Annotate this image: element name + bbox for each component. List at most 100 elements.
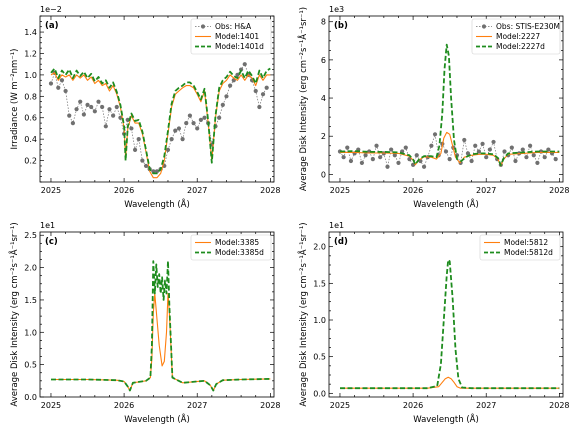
data-point	[107, 107, 112, 112]
x-axis-label: Wavelength (Å)	[124, 198, 190, 210]
axes-frame	[328, 15, 564, 183]
legend-entry: Model:3385	[215, 238, 259, 247]
data-point	[389, 147, 394, 152]
data-point	[198, 117, 203, 122]
y-tick-label: 0.0	[313, 389, 326, 398]
data-point	[484, 155, 489, 160]
data-point	[224, 94, 229, 99]
data-point	[136, 137, 141, 142]
data-point	[509, 145, 514, 150]
data-point	[169, 137, 174, 142]
panel-label: (c)	[45, 237, 58, 247]
data-point	[132, 147, 138, 152]
y-tick-label: 0	[321, 170, 326, 179]
data-point	[59, 78, 65, 83]
data-point	[63, 88, 68, 94]
legend-entry: Model:5812d	[504, 248, 553, 257]
data-point	[235, 72, 240, 78]
data-point	[502, 149, 507, 154]
x-tick-label: 2028	[260, 401, 280, 410]
data-point	[48, 81, 54, 86]
legend-marker	[200, 24, 206, 29]
data-point	[228, 83, 233, 88]
x-tick-label: 2025	[330, 186, 350, 195]
plot-area	[48, 62, 271, 179]
data-point	[70, 120, 76, 126]
y-axis-label: Irradiance (W m⁻²nm⁻¹)	[10, 49, 20, 150]
axes-frame	[328, 231, 564, 398]
series-line-model-d	[340, 258, 560, 390]
axes-frame	[39, 15, 275, 183]
data-point	[184, 120, 189, 126]
x-tick-label: 2027	[476, 401, 496, 410]
legend-entry: Model:2227d	[496, 42, 545, 51]
data-point	[348, 158, 354, 164]
data-point	[129, 126, 134, 131]
x-tick-label: 2028	[549, 401, 569, 410]
data-point	[85, 102, 90, 107]
x-tick-label: 2027	[187, 186, 207, 195]
data-point	[403, 145, 408, 150]
y-tick-label: 2.0	[24, 264, 37, 273]
data-point	[385, 164, 390, 169]
data-point	[78, 99, 83, 104]
data-point	[257, 104, 262, 110]
series-line-model	[51, 292, 271, 392]
data-point	[125, 117, 130, 122]
y-exponent-label: 1e1	[40, 221, 55, 230]
y-exponent-label: 1e−2	[40, 5, 62, 14]
data-point	[447, 157, 452, 162]
data-point	[191, 120, 196, 126]
data-point	[374, 143, 379, 148]
data-point	[443, 149, 449, 154]
data-point	[531, 153, 536, 158]
legend-entry: Model:2227	[496, 32, 540, 41]
data-point	[103, 124, 108, 129]
data-point	[341, 155, 346, 160]
data-point	[513, 158, 518, 164]
data-point	[487, 147, 492, 152]
data-point	[359, 160, 365, 166]
data-point	[180, 137, 185, 142]
x-tick-label: 2027	[187, 401, 207, 410]
data-point	[535, 160, 540, 166]
series-line-model-d	[50, 67, 271, 175]
y-axis-label: Average Disk Intensity (erg cm⁻²s⁻¹Å⁻¹sr…	[297, 7, 309, 191]
y-tick-label: 0.6	[24, 114, 37, 123]
x-axis-label: Wavelength (Å)	[413, 198, 479, 210]
data-point	[363, 153, 368, 158]
data-point	[111, 113, 116, 118]
plot-area	[340, 258, 560, 390]
legend-entry: Model:5812	[504, 238, 548, 247]
data-point	[469, 158, 474, 164]
legend-entry: Obs: H&A	[215, 22, 252, 31]
data-point	[202, 115, 207, 120]
x-tick-label: 2026	[403, 186, 423, 195]
data-point	[476, 149, 482, 154]
x-tick-label: 2027	[476, 186, 496, 195]
data-point	[392, 153, 397, 158]
legend-box	[190, 18, 272, 55]
legend-marker	[481, 24, 487, 29]
x-tick-label: 2025	[41, 401, 61, 410]
data-point	[173, 128, 178, 133]
axes-frame	[39, 231, 275, 398]
x-tick-label: 2025	[41, 186, 61, 195]
data-point	[67, 113, 72, 118]
data-point	[253, 88, 258, 94]
legend-box	[479, 234, 561, 261]
y-tick-label: 2.0	[313, 243, 326, 252]
y-tick-label: 2.5	[24, 231, 37, 240]
data-point	[96, 99, 101, 104]
y-tick-label: 1.5	[24, 296, 37, 305]
x-tick-label: 2025	[330, 401, 350, 410]
legend-entry: Model:1401	[215, 32, 259, 41]
data-point	[462, 137, 467, 143]
x-tick-label: 2026	[114, 186, 134, 195]
y-tick-label: 2	[321, 132, 326, 141]
